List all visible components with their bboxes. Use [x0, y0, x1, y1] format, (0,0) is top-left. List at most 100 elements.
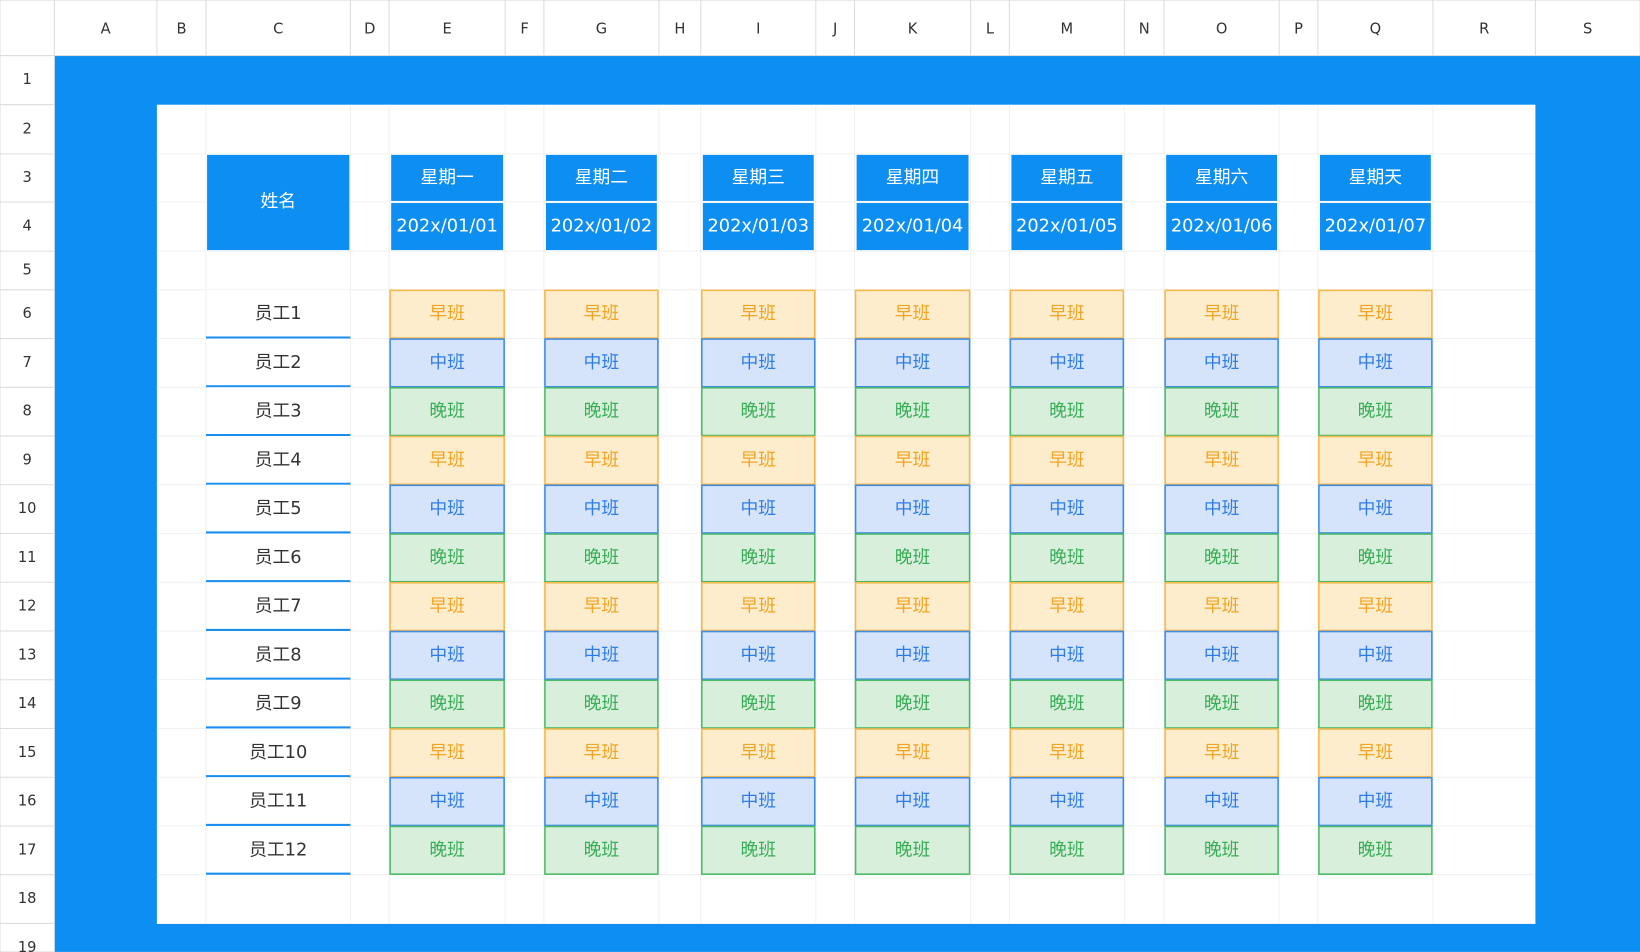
shift-cell: [701, 387, 816, 437]
shift-cell: [701, 728, 816, 778]
column-header: M: [1061, 20, 1074, 37]
shift-cell: [1318, 484, 1433, 534]
shift-cell: [1009, 435, 1125, 486]
shift-label: 晚班: [1358, 693, 1394, 714]
day-label: 星期六: [1195, 167, 1248, 188]
row-header: 5: [23, 261, 32, 278]
shift-label: 晚班: [1204, 839, 1240, 860]
shift-label: 晚班: [895, 401, 931, 422]
shift-label: 早班: [1204, 303, 1240, 324]
shift-cell: [1164, 776, 1279, 827]
shift-cell: [1009, 679, 1125, 729]
shift-label: 中班: [429, 352, 465, 373]
shift-cell: [854, 630, 971, 681]
employee-name: 员工3: [255, 401, 302, 422]
date-label: 202x/01/02: [551, 216, 653, 237]
shift-cell: [854, 484, 971, 534]
date-cell: [1011, 203, 1123, 251]
employee-cell: [207, 582, 350, 632]
employee-name: 员工1: [255, 303, 302, 324]
shift-label: 中班: [429, 791, 465, 812]
shift-label: 晚班: [1358, 547, 1394, 568]
shift-cell: [544, 728, 659, 778]
column-header: E: [443, 20, 452, 37]
shift-label: 晚班: [429, 547, 465, 568]
employee-cell: [207, 777, 350, 826]
shift-cell: [1164, 484, 1279, 534]
employee-name: 员工10: [249, 742, 307, 763]
shift-cell: [1164, 338, 1279, 388]
column-header: I: [756, 20, 760, 37]
shift-label: 晚班: [584, 693, 620, 714]
shift-cell: [701, 338, 816, 388]
shift-label: 早班: [1204, 449, 1240, 470]
employee-cell: [207, 289, 350, 339]
employee-cell: [207, 338, 350, 388]
shift-cell: [854, 533, 971, 583]
shift-label: 中班: [1358, 644, 1394, 665]
shift-cell: [544, 630, 659, 681]
shift-label: 晚班: [429, 693, 465, 714]
row-header: 2: [23, 120, 32, 137]
employee-cell: [207, 387, 350, 437]
shift-label: 晚班: [429, 401, 465, 422]
row-header: 6: [23, 305, 32, 322]
day-label: 星期三: [732, 167, 785, 188]
shift-cell: [1009, 825, 1125, 875]
shift-label: 中班: [895, 352, 931, 373]
shift-cell: [1164, 435, 1279, 486]
date-label: 202x/01/07: [1325, 216, 1427, 237]
shift-label: 晚班: [741, 839, 777, 860]
shift-label: 早班: [1049, 742, 1085, 763]
shift-label: 中班: [584, 352, 620, 373]
shift-cell: [1164, 630, 1279, 681]
shift-cell: [1318, 533, 1433, 583]
shift-cell: [1009, 582, 1125, 632]
shift-cell: [1318, 679, 1433, 729]
shift-cell: [389, 630, 505, 681]
day-label: 星期五: [1040, 167, 1093, 188]
shift-label: 早班: [429, 742, 465, 763]
shift-cell: [544, 679, 659, 729]
shift-label: 晚班: [1049, 839, 1085, 860]
employee-name: 员工11: [249, 791, 307, 812]
shift-cell: [544, 338, 659, 388]
shift-cell: [701, 435, 816, 486]
shift-label: 中班: [741, 644, 777, 665]
shift-cell: [544, 776, 659, 827]
column-header-bar: [0, 0, 1640, 57]
row-header: 12: [18, 598, 37, 615]
shift-cell: [854, 679, 971, 729]
shift-label: 中班: [1358, 352, 1394, 373]
shift-cell: [1009, 484, 1125, 534]
shift-label: 晚班: [1204, 547, 1240, 568]
shift-label: 早班: [1204, 596, 1240, 617]
shift-label: 中班: [1049, 791, 1085, 812]
column-header: A: [101, 20, 111, 37]
employee-name: 员工2: [255, 352, 302, 373]
column-header: R: [1479, 20, 1489, 37]
shift-label: 早班: [1358, 303, 1394, 324]
shift-label: 早班: [1358, 596, 1394, 617]
column-header: N: [1139, 20, 1150, 37]
shift-cell: [389, 533, 505, 583]
shift-cell: [544, 435, 659, 486]
row-header: 1: [23, 71, 32, 88]
shift-label: 中班: [741, 791, 777, 812]
employee-name: 员工12: [249, 839, 307, 860]
column-header: C: [273, 20, 283, 37]
shift-label: 早班: [895, 303, 931, 324]
shift-cell: [701, 533, 816, 583]
shift-label: 早班: [584, 596, 620, 617]
shift-cell: [1318, 630, 1433, 681]
date-cell: [391, 203, 504, 251]
shift-label: 中班: [429, 498, 465, 519]
shift-cell: [389, 825, 505, 875]
shift-label: 早班: [1049, 303, 1085, 324]
shift-label: 中班: [1204, 791, 1240, 812]
row-header: 11: [18, 549, 37, 566]
shift-label: 早班: [429, 449, 465, 470]
shift-label: 早班: [741, 742, 777, 763]
shift-cell: [389, 387, 505, 437]
shift-cell: [854, 289, 971, 339]
